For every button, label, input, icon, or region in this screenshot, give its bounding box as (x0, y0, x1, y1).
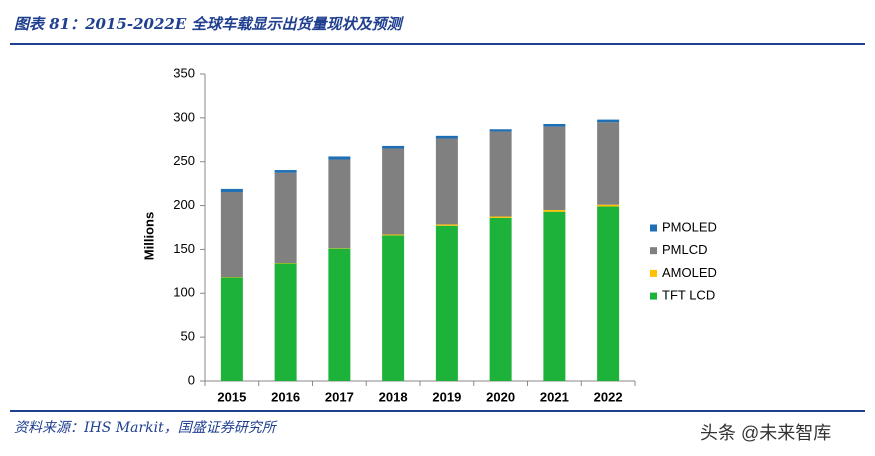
x-tick-label: 2018 (379, 389, 408, 404)
x-tick-label: 2020 (486, 389, 515, 404)
legend-swatch (650, 247, 657, 255)
bar-segment (220, 188, 243, 192)
bar-segment (382, 148, 405, 235)
bar-segment (382, 234, 405, 236)
bar-segment (435, 138, 458, 225)
x-tick-label: 2017 (325, 389, 354, 404)
legend-label: AMOLED (662, 265, 717, 280)
bar-segment (489, 129, 512, 132)
x-tick-label: 2015 (217, 389, 246, 404)
x-tick-label: 2022 (594, 389, 623, 404)
source: 资料来源：IHS Markit，国盛证券研究所 (14, 420, 278, 436)
bar-segment (543, 126, 566, 210)
bar-segment (274, 170, 297, 173)
bar-segment (435, 224, 458, 226)
bar-segment (597, 119, 620, 123)
legend-swatch (650, 224, 657, 232)
legend-label: TFT LCD (662, 288, 715, 303)
chart-title: 图表 81：2015-2022E 全球车载显示出货量现状及预测 (14, 15, 404, 33)
bar-segment (220, 277, 243, 381)
bar-segment (328, 159, 351, 249)
watermark: 头条 @未来智库 (700, 423, 831, 443)
y-tick-label: 100 (173, 285, 195, 300)
y-axis-label: Millions (141, 212, 156, 260)
bar-segment (543, 123, 566, 127)
bar-segment (597, 122, 620, 205)
y-tick-label: 350 (173, 65, 195, 80)
bar-segment (543, 211, 566, 381)
bar-segment (435, 225, 458, 381)
y-tick-label: 150 (173, 241, 195, 256)
y-tick-label: 200 (173, 197, 195, 212)
legend-swatch (650, 292, 657, 300)
bar-segment (328, 248, 351, 381)
legend-label: PMOLED (662, 219, 717, 234)
bar-segment (489, 217, 512, 381)
bar-segment (274, 172, 297, 264)
bar-segment (274, 263, 297, 381)
y-tick-label: 50 (181, 329, 195, 344)
x-tick-label: 2021 (540, 389, 569, 404)
bar-segment (435, 135, 458, 139)
bar-segment (489, 216, 512, 218)
x-tick-label: 2019 (432, 389, 461, 404)
bar-segment (597, 206, 620, 381)
legend-swatch (650, 269, 657, 277)
bar-segment (489, 131, 512, 217)
y-tick-label: 0 (188, 372, 195, 387)
bar-segment (328, 156, 351, 160)
bar-segment (597, 204, 620, 207)
legend-label: PMLCD (662, 242, 708, 257)
y-tick-label: 300 (173, 109, 195, 124)
bar-segment (220, 191, 243, 278)
x-tick-label: 2016 (271, 389, 300, 404)
bar-segment (543, 209, 566, 212)
bar-segment (382, 235, 405, 381)
bar-segment (382, 145, 405, 149)
y-tick-label: 250 (173, 153, 195, 168)
